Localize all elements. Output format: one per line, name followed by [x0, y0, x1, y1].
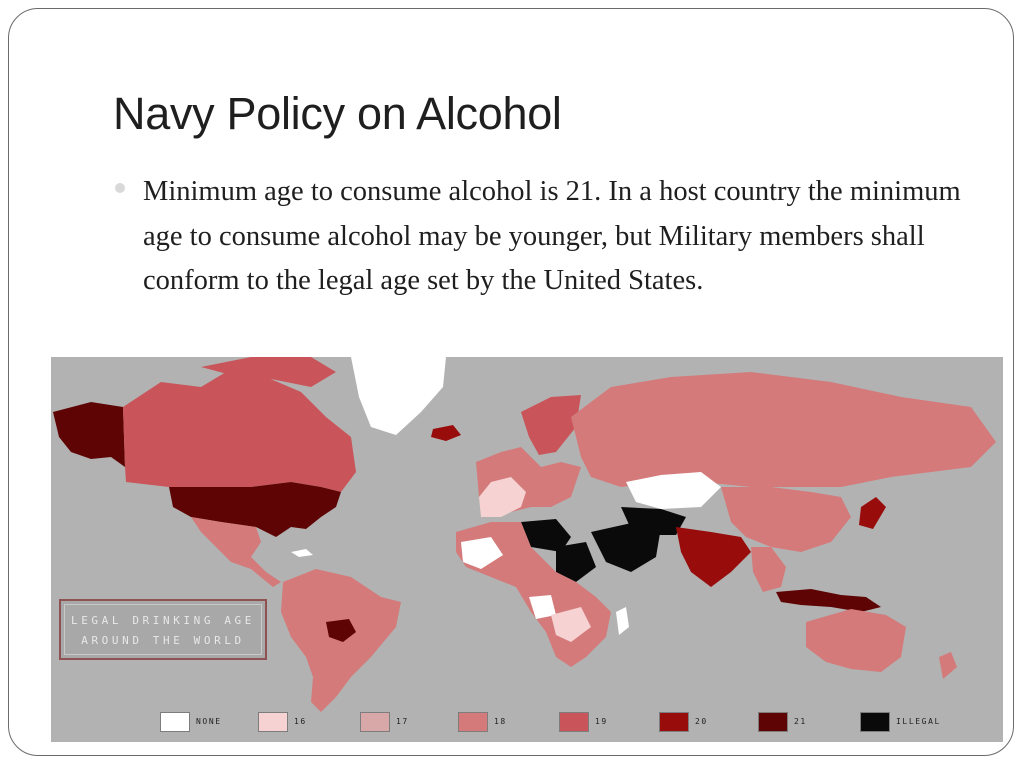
legend-label: 17 — [396, 717, 409, 726]
legend-label: 21 — [794, 717, 807, 726]
region-china — [721, 487, 851, 552]
region-paraguay — [326, 619, 356, 642]
region-libya — [521, 519, 571, 552]
region-greenland — [351, 357, 446, 435]
region-alaska — [53, 402, 125, 467]
legend-label: 16 — [294, 717, 307, 726]
world-map: LEGAL DRINKING AGE AROUND THE WORLD NONE… — [51, 357, 1003, 742]
region-new-zealand — [939, 652, 957, 679]
region-usa — [169, 482, 341, 537]
region-central-africa-none — [529, 595, 556, 619]
legend-swatch — [758, 712, 788, 732]
region-scandinavia — [521, 395, 581, 455]
legend-swatch — [559, 712, 589, 732]
region-west-europe — [479, 477, 526, 517]
region-madagascar — [616, 607, 629, 635]
slide-title: Navy Policy on Alcohol — [113, 88, 562, 139]
legend-swatch — [360, 712, 390, 732]
legend-swatch — [860, 712, 890, 732]
region-sudan — [556, 542, 596, 582]
region-se-asia — [751, 547, 786, 592]
region-india — [676, 527, 751, 587]
region-canada — [123, 372, 356, 492]
legend-label: NONE — [196, 717, 222, 726]
region-iceland — [431, 425, 461, 441]
region-iran-afg — [621, 507, 686, 535]
map-title-line-1: LEGAL DRINKING AGE — [70, 614, 255, 627]
map-title-box: LEGAL DRINKING AGE AROUND THE WORLD — [59, 599, 267, 660]
legend-swatch — [458, 712, 488, 732]
map-title-line-2: AROUND THE WORLD — [81, 634, 245, 647]
region-australia — [806, 609, 906, 672]
region-nw-africa — [461, 537, 503, 569]
world-map-graphic — [53, 357, 996, 712]
region-canada-islands — [201, 357, 336, 387]
legend-label: 19 — [595, 717, 608, 726]
legend-label: 20 — [695, 717, 708, 726]
region-caribbean — [291, 549, 313, 557]
legend-swatch — [659, 712, 689, 732]
region-japan — [859, 497, 886, 529]
legend-swatch — [160, 712, 190, 732]
region-indonesia — [776, 589, 881, 612]
legend-label: ILLEGAL — [896, 717, 941, 726]
legend-label: 18 — [494, 717, 507, 726]
bullet-dot — [115, 183, 125, 193]
region-kazakhstan — [626, 472, 721, 509]
region-russia — [571, 372, 996, 487]
region-middle-east — [591, 522, 661, 572]
legend-swatch — [258, 712, 288, 732]
region-mexico — [191, 517, 281, 587]
bullet-text: Minimum age to consume alcohol is 21. In… — [143, 176, 961, 296]
region-south-africa-16 — [551, 607, 591, 642]
